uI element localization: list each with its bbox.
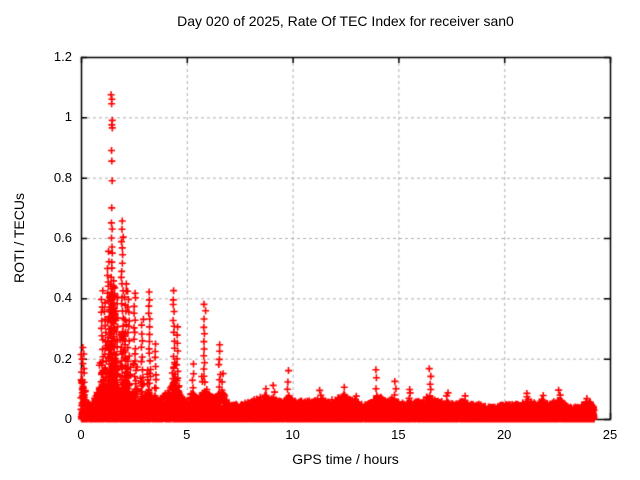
y-tick-label: 1.2 [53, 49, 72, 64]
y-tick-label: 1 [64, 109, 72, 125]
x-tick-label: 25 [602, 427, 618, 442]
y-tick-label: 0.8 [53, 169, 72, 185]
x-tick-label: 15 [391, 427, 406, 442]
x-tick-label: 20 [496, 427, 512, 442]
chart-title: Day 020 of 2025, Rate Of TEC Index for r… [177, 13, 514, 29]
y-tick-label: 0 [64, 411, 72, 426]
y-tick-label: 0.6 [53, 230, 72, 245]
x-tick-label: 10 [285, 427, 300, 442]
x-axis-label: GPS time / hours [292, 451, 399, 467]
x-tick-label: 5 [183, 427, 191, 442]
x-tick-label: 0 [77, 427, 85, 442]
y-tick-label: 0.4 [53, 290, 72, 306]
y-tick-label: 0.2 [53, 350, 72, 366]
